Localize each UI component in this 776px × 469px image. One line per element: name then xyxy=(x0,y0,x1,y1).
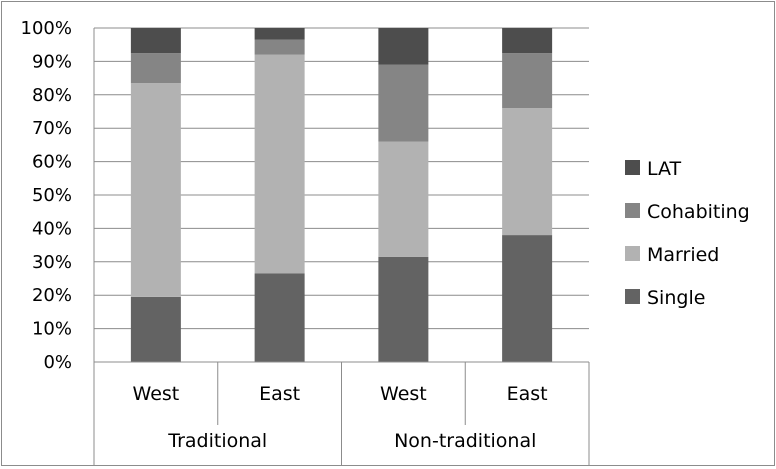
y-tick-label: 70% xyxy=(32,118,72,139)
y-tick-label: 0% xyxy=(43,352,72,373)
bar-lat-1 xyxy=(254,28,305,40)
legend: LAT Cohabiting Married Single xyxy=(625,158,750,309)
legend-label-lat: LAT xyxy=(647,158,682,180)
legend-label-cohabiting: Cohabiting xyxy=(647,201,750,223)
group-label: Non-traditional xyxy=(394,430,536,452)
bar-cohabiting-3 xyxy=(502,53,553,109)
bar-married-2 xyxy=(378,141,429,257)
legend-swatch-single xyxy=(625,289,640,304)
bar-married-3 xyxy=(502,108,553,236)
bar-lat-0 xyxy=(130,28,181,54)
y-tick-label: 60% xyxy=(32,152,72,173)
x-tick-label: West xyxy=(133,383,180,405)
bar-lat-3 xyxy=(502,28,553,54)
axes: 0% 10% 20% 30% 40% 50% 60% 70% 80% 90% 100% West Eas… xyxy=(21,18,590,469)
bar-cohabiting-0 xyxy=(130,53,181,84)
y-tick-label: 100% xyxy=(21,18,72,39)
x-tick-label: West xyxy=(380,383,427,405)
y-tick-label: 20% xyxy=(32,285,72,306)
x-tick-label: East xyxy=(507,383,548,405)
bar-married-0 xyxy=(130,83,181,297)
bar-single-1 xyxy=(254,273,305,362)
y-tick-label: 80% xyxy=(32,85,72,106)
bars xyxy=(130,28,553,362)
bar-cohabiting-1 xyxy=(254,39,305,55)
legend-swatch-lat xyxy=(625,160,640,175)
bar-lat-2 xyxy=(378,28,429,65)
group-label: Traditional xyxy=(167,430,267,452)
bar-cohabiting-2 xyxy=(378,64,429,142)
y-tick-label: 50% xyxy=(32,185,72,206)
legend-swatch-married xyxy=(625,246,640,261)
y-tick-label: 30% xyxy=(32,252,72,273)
bar-single-2 xyxy=(378,256,429,362)
legend-label-married: Married xyxy=(647,244,719,266)
bar-single-3 xyxy=(502,235,553,362)
y-tick-label: 10% xyxy=(32,319,72,340)
legend-swatch-cohabiting xyxy=(625,203,640,218)
legend-label-single: Single xyxy=(647,287,705,309)
bar-single-0 xyxy=(130,296,181,362)
bar-married-1 xyxy=(254,54,305,274)
y-tick-label: 90% xyxy=(32,51,72,72)
y-tick-label: 40% xyxy=(32,218,72,239)
x-tick-label: East xyxy=(259,383,300,405)
